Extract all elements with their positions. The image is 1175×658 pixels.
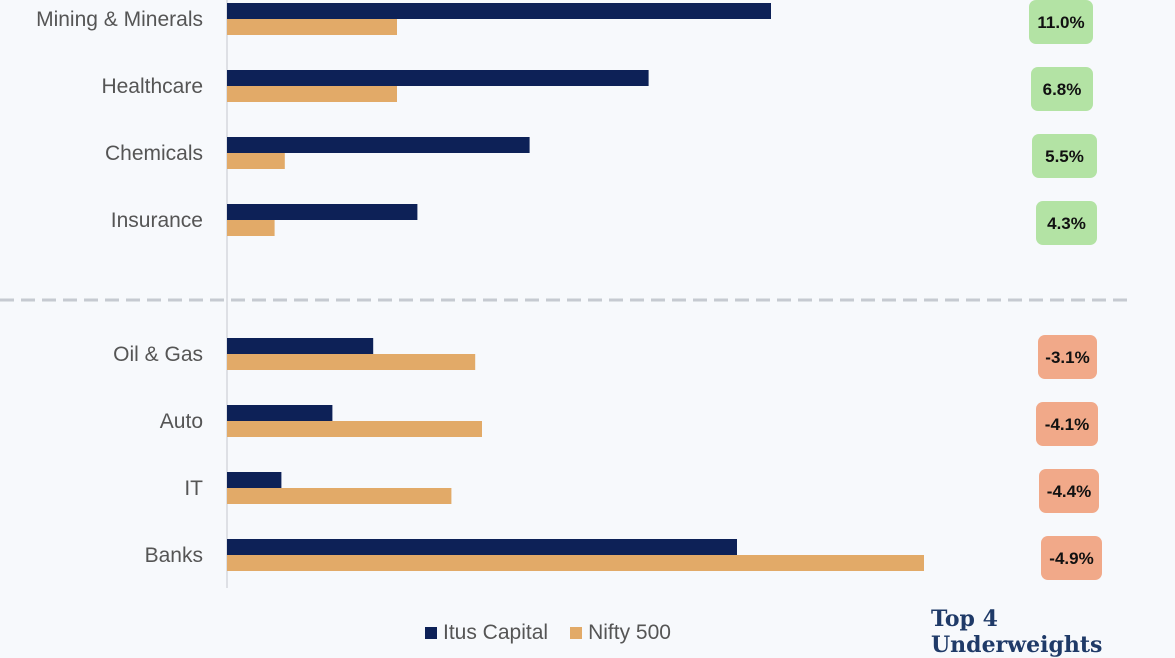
difference-badge xyxy=(1032,134,1097,178)
difference-label: 11.0% xyxy=(1037,13,1084,32)
bar-nifty-500 xyxy=(227,555,924,571)
bar-itus-capital xyxy=(227,70,649,86)
category-label: Auto xyxy=(160,410,203,433)
difference-label: 4.3% xyxy=(1047,214,1086,233)
category-label: Banks xyxy=(145,544,203,567)
bar-nifty-500 xyxy=(227,220,275,236)
bar-itus-capital xyxy=(227,137,530,153)
difference-label: -4.9% xyxy=(1049,549,1093,568)
difference-badge xyxy=(1038,335,1097,379)
difference-label: -4.1% xyxy=(1045,415,1089,434)
bar-itus-capital xyxy=(227,3,771,19)
difference-label: -4.4% xyxy=(1047,482,1091,501)
difference-badge xyxy=(1041,536,1102,580)
bar-itus-capital xyxy=(227,405,333,421)
legend-label-nifty: Nifty 500 xyxy=(588,621,671,644)
bar-nifty-500 xyxy=(227,354,476,370)
underweights-title: Top 4 Underweights xyxy=(931,606,1103,658)
bar-itus-capital xyxy=(227,204,418,220)
bar-itus-capital xyxy=(227,539,737,555)
category-label: Mining & Minerals xyxy=(36,8,203,31)
legend-swatch-nifty xyxy=(570,627,583,639)
difference-label: -3.1% xyxy=(1045,348,1089,367)
legend: Itus Capital Nifty 500 xyxy=(425,621,671,645)
difference-badge xyxy=(1039,469,1099,513)
legend-swatch-itus xyxy=(425,627,437,639)
bar-nifty-500 xyxy=(227,488,452,504)
difference-badge xyxy=(1029,0,1093,44)
bar-nifty-500 xyxy=(227,86,397,102)
difference-badge xyxy=(1036,201,1097,245)
category-label: Chemicals xyxy=(105,142,203,165)
category-label: IT xyxy=(184,477,203,500)
bar-itus-capital xyxy=(227,472,282,488)
difference-label: 5.5% xyxy=(1045,147,1084,166)
bar-itus-capital xyxy=(227,338,374,354)
category-label: Healthcare xyxy=(101,75,203,98)
difference-badge xyxy=(1031,67,1093,111)
legend-item-itus: Itus Capital xyxy=(425,621,548,645)
difference-badge xyxy=(1036,402,1098,446)
bar-nifty-500 xyxy=(227,19,397,35)
bar-nifty-500 xyxy=(227,421,482,437)
legend-item-nifty: Nifty 500 xyxy=(570,621,671,645)
difference-label: 6.8% xyxy=(1043,80,1082,99)
category-label: Insurance xyxy=(111,209,203,232)
category-label: Oil & Gas xyxy=(113,343,203,366)
bar-nifty-500 xyxy=(227,153,285,169)
legend-label-itus: Itus Capital xyxy=(443,621,549,644)
